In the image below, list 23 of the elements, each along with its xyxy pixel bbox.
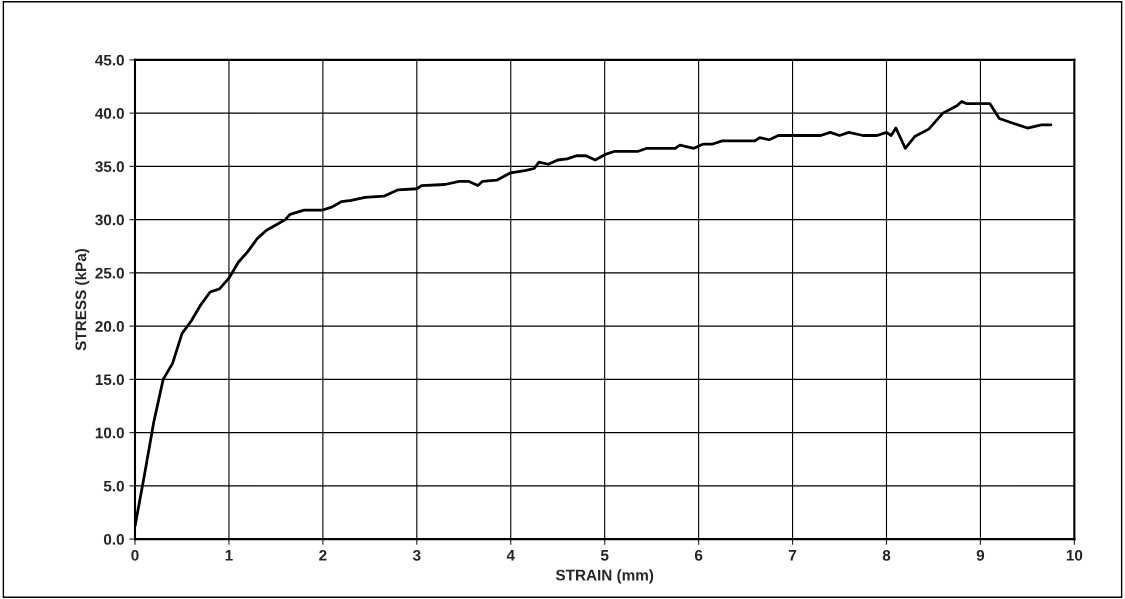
x-tick-label: 10 xyxy=(1066,549,1083,561)
x-tick-label: 6 xyxy=(694,549,703,561)
y-tick-label: 35.0 xyxy=(95,161,124,173)
x-tick-label: 2 xyxy=(319,549,327,561)
y-tick-label: 45.0 xyxy=(95,54,124,66)
y-tick-label: 25.0 xyxy=(95,267,124,279)
y-tick-label: 30.0 xyxy=(95,214,124,226)
x-tick-label: 7 xyxy=(788,550,797,561)
x-tick-label: 4 xyxy=(506,550,515,561)
y-tick-label: 0.0 xyxy=(103,533,124,545)
x-tick-label: 1 xyxy=(225,550,233,561)
y-tick-label: 5.0 xyxy=(103,480,124,492)
y-tick-label: 20.0 xyxy=(95,320,124,332)
y-tick-label: 40.0 xyxy=(95,108,124,119)
x-tick-label: 0 xyxy=(131,549,139,561)
y-tick-label: 15.0 xyxy=(95,374,124,386)
x-tick-label: 8 xyxy=(882,549,891,561)
x-tick-label: 5 xyxy=(600,550,609,561)
x-axis-title: STRAIN (mm) xyxy=(555,569,654,584)
x-tick-label: 9 xyxy=(976,549,985,561)
x-tick-label: 3 xyxy=(412,549,421,561)
y-axis-title: STRESS (kPa) xyxy=(75,248,90,351)
y-tick-label: 10.0 xyxy=(95,427,124,439)
